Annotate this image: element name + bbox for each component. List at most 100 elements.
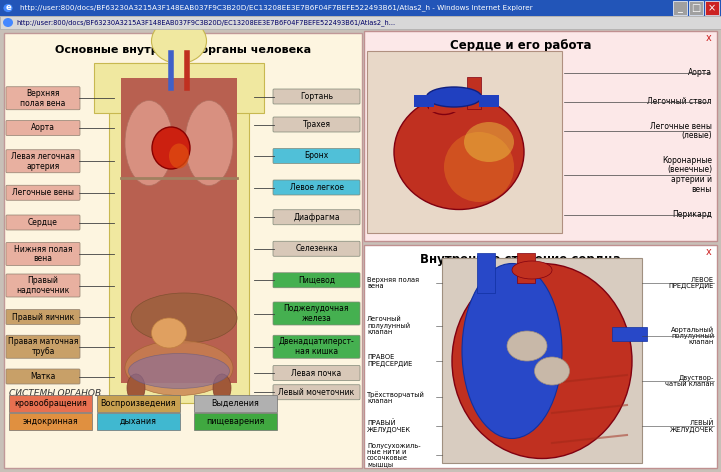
Ellipse shape: [507, 331, 547, 361]
Bar: [517, 253, 535, 283]
Ellipse shape: [213, 374, 231, 402]
FancyBboxPatch shape: [6, 243, 80, 265]
Ellipse shape: [125, 101, 173, 185]
Bar: [97, 395, 180, 412]
Bar: [467, 77, 481, 109]
Text: Двуcтвор-
чатый клапан: Двуcтвор- чатый клапан: [665, 375, 714, 387]
Text: Левая почка: Левая почка: [291, 369, 342, 378]
Bar: [194, 395, 277, 412]
Text: Легочные вены: Легочные вены: [12, 188, 74, 197]
Bar: [442, 258, 642, 463]
Ellipse shape: [464, 122, 514, 162]
Bar: [97, 413, 180, 430]
Ellipse shape: [125, 340, 233, 396]
Ellipse shape: [3, 3, 13, 12]
Bar: [109, 63, 249, 403]
Text: ПРАВЫЙ
ЖЕЛУДОЧЕК: ПРАВЫЙ ЖЕЛУДОЧЕК: [367, 420, 411, 432]
Ellipse shape: [427, 90, 461, 115]
FancyBboxPatch shape: [6, 335, 80, 358]
Ellipse shape: [462, 263, 562, 438]
Bar: [194, 413, 277, 430]
Ellipse shape: [127, 374, 145, 402]
Text: Трёхстворчатый
клапан: Трёхстворчатый клапан: [367, 391, 425, 404]
Text: Трахея: Трахея: [303, 120, 330, 129]
Bar: [689, 1, 703, 15]
Text: Легочный
полулунный
клапан: Легочный полулунный клапан: [367, 316, 410, 335]
Text: Бронх: Бронх: [304, 152, 329, 160]
FancyBboxPatch shape: [273, 335, 360, 358]
Text: Легочные вены
(левые): Легочные вены (левые): [650, 122, 712, 141]
Text: Матка: Матка: [30, 372, 56, 381]
Text: x: x: [706, 33, 712, 43]
Text: Левый мочеточник: Левый мочеточник: [278, 388, 355, 397]
Ellipse shape: [427, 87, 482, 107]
FancyBboxPatch shape: [6, 274, 80, 297]
Text: кровообращения: кровообращения: [14, 399, 87, 408]
FancyBboxPatch shape: [6, 215, 80, 230]
Ellipse shape: [444, 132, 514, 202]
FancyBboxPatch shape: [273, 149, 360, 163]
Text: Аортальный
полулунный
клапан: Аортальный полулунный клапан: [671, 327, 714, 346]
FancyBboxPatch shape: [6, 87, 80, 110]
Text: ПРАВОЕ
ПРЕДСЕРДИЕ: ПРАВОЕ ПРЕДСЕРДИЕ: [367, 354, 412, 367]
Ellipse shape: [152, 127, 190, 169]
Text: Левая легочная
артерия: Левая легочная артерия: [11, 152, 75, 170]
FancyBboxPatch shape: [273, 210, 360, 225]
Ellipse shape: [128, 354, 229, 388]
Text: e: e: [5, 3, 11, 12]
Bar: [429, 94, 479, 112]
Text: Пищевод: Пищевод: [298, 276, 335, 285]
FancyBboxPatch shape: [6, 310, 80, 325]
Text: Перикард: Перикард: [672, 211, 712, 219]
Bar: [673, 1, 687, 15]
Bar: [9, 413, 92, 430]
Bar: [0, 0, 721, 16]
Text: Верхняя полая
вена: Верхняя полая вена: [367, 277, 419, 288]
Text: Воспроизведения: Воспроизведения: [101, 399, 177, 408]
Text: эндокринная: эндокринная: [22, 417, 79, 426]
Ellipse shape: [394, 94, 524, 210]
Text: □: □: [691, 3, 701, 13]
Ellipse shape: [169, 143, 189, 169]
FancyBboxPatch shape: [273, 89, 360, 104]
FancyBboxPatch shape: [6, 369, 80, 384]
Ellipse shape: [151, 18, 206, 64]
Bar: [612, 327, 647, 341]
Ellipse shape: [185, 101, 233, 185]
Bar: [414, 95, 434, 107]
Bar: [364, 31, 717, 241]
Text: Основные внутренние органы человека: Основные внутренние органы человека: [55, 45, 311, 55]
Text: Аорта: Аорта: [31, 124, 55, 133]
Text: дыхания: дыхания: [120, 417, 157, 426]
Ellipse shape: [151, 318, 187, 348]
Bar: [705, 1, 719, 15]
Text: Правая маточная
труба: Правая маточная труба: [8, 337, 78, 356]
Text: x: x: [706, 247, 712, 257]
Text: Внутреннее строение сердца: Внутреннее строение сердца: [420, 253, 621, 266]
Bar: [477, 253, 495, 293]
Text: Поджелудочная
железа: Поджелудочная железа: [284, 304, 349, 323]
Bar: [0, 16, 721, 29]
Text: Легочный ствол: Легочный ствол: [647, 97, 712, 107]
FancyBboxPatch shape: [273, 241, 360, 256]
Text: Диафрагма: Диафрагма: [293, 213, 340, 222]
Bar: [479, 95, 499, 107]
Ellipse shape: [534, 357, 570, 385]
FancyBboxPatch shape: [6, 120, 80, 135]
Text: Селезенка: Селезенка: [295, 244, 338, 253]
FancyBboxPatch shape: [273, 180, 360, 195]
Text: Полусухожиль-
ные нити и
сосочковые
мышцы: Полусухожиль- ные нити и сосочковые мышц…: [367, 443, 420, 467]
FancyBboxPatch shape: [273, 302, 360, 325]
Text: Двенадцатиперст-
ная кишка: Двенадцатиперст- ная кишка: [278, 337, 355, 356]
Text: Коронарные
(венечные)
артерии и
вены: Коронарные (венечные) артерии и вены: [662, 156, 712, 194]
Bar: [367, 51, 562, 233]
Text: Левое легкое: Левое легкое: [290, 183, 343, 192]
Text: ЛЕВОЕ
ПРЕДСЕРДИЕ: ЛЕВОЕ ПРЕДСЕРДИЕ: [669, 277, 714, 289]
Text: пищеварения: пищеварения: [206, 417, 265, 426]
Text: Сердце и его работа: Сердце и его работа: [450, 39, 591, 52]
FancyBboxPatch shape: [273, 385, 360, 400]
Text: Правый
надпочечник: Правый надпочечник: [17, 276, 70, 295]
Bar: [9, 395, 92, 412]
FancyBboxPatch shape: [6, 150, 80, 173]
Text: Аорта: Аорта: [688, 68, 712, 77]
